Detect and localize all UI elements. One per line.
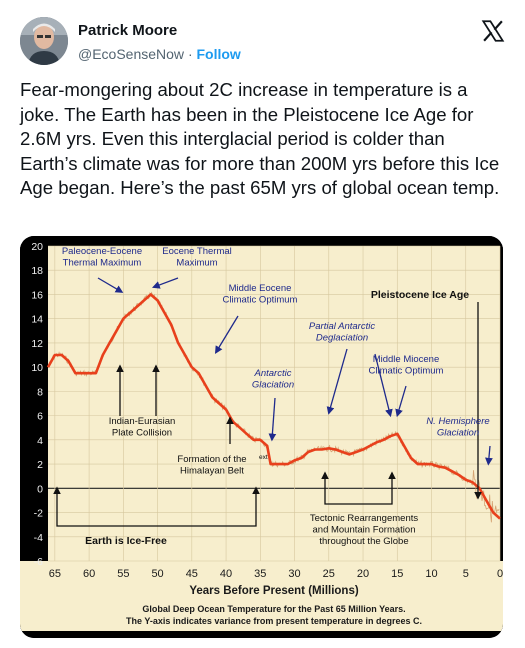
x-tick-label: 20 bbox=[357, 568, 369, 580]
tweet-text: Fear-mongering about 2C increase in temp… bbox=[20, 79, 500, 199]
annotation-text: Middle Miocene bbox=[373, 354, 440, 365]
avatar-photo-icon bbox=[20, 17, 68, 65]
x-tick-label: 55 bbox=[117, 568, 129, 580]
annotation-text: Partial Antarctic bbox=[309, 321, 375, 332]
x-tick-label: 50 bbox=[151, 568, 163, 580]
x-tick-label: 0 bbox=[497, 568, 503, 580]
annotation-text: and Mountain Formation bbox=[313, 525, 416, 536]
author-handle[interactable]: @EcoSenseNow bbox=[78, 46, 185, 62]
annotation-arrow bbox=[214, 315, 239, 354]
y-tick-label: -6 bbox=[34, 556, 43, 568]
y-tick-label: 2 bbox=[37, 459, 43, 471]
y-tick-label: 10 bbox=[31, 362, 43, 374]
annotation-text: Climatic Optimum bbox=[223, 295, 298, 306]
tweet-header: Patrick Moore @EcoSenseNow · Follow bbox=[20, 14, 510, 70]
annotation-arrow bbox=[326, 348, 348, 415]
author-name[interactable]: Patrick Moore bbox=[78, 22, 178, 39]
annotation-text: Thermal Maximum bbox=[63, 258, 142, 269]
follow-button[interactable]: Follow bbox=[196, 46, 241, 62]
x-tick-label: 40 bbox=[220, 568, 232, 580]
annotation-text: Eocene Thermal bbox=[162, 246, 232, 257]
y-tick-label: 12 bbox=[31, 338, 43, 350]
annotation-text: Deglaciation bbox=[316, 333, 368, 344]
y-tick-label: 18 bbox=[31, 265, 43, 277]
x-logo-icon[interactable] bbox=[480, 18, 506, 44]
y-tick-label: 8 bbox=[37, 386, 43, 398]
author-handle-line: @EcoSenseNow · Follow bbox=[78, 46, 241, 62]
y-tick-label: 0 bbox=[37, 483, 43, 495]
x-tick-label: 25 bbox=[323, 568, 335, 580]
chart-annotation-arrows bbox=[53, 277, 493, 527]
annotation-arrow bbox=[268, 397, 277, 442]
annotation-text: Indian-Eurasian bbox=[109, 416, 176, 427]
annotation-text: throughout the Globe bbox=[319, 536, 408, 547]
chart-series bbox=[46, 291, 501, 523]
x-tick-label: 5 bbox=[463, 568, 469, 580]
x-tick-label: 30 bbox=[288, 568, 300, 580]
annotation-text: Glaciation bbox=[437, 428, 479, 439]
annotation-text: Formation of the bbox=[177, 454, 246, 465]
annotation-text: Plate Collision bbox=[112, 428, 172, 439]
annotation-text: Climatic Optimum bbox=[369, 366, 444, 377]
annotation-arrow bbox=[395, 385, 407, 418]
y-tick-label: 20 bbox=[31, 241, 43, 253]
annotation-text: Paleocene-Eocene bbox=[62, 246, 142, 257]
separator-dot: · bbox=[187, 46, 193, 62]
annotation-arrow bbox=[485, 445, 493, 466]
tectonic-bracket bbox=[321, 471, 396, 505]
annotation-text: Pleistocene Ice Age bbox=[371, 289, 469, 301]
annotation-arrow bbox=[97, 277, 124, 293]
y-tick-label: -2 bbox=[34, 508, 43, 520]
y-tick-label: 16 bbox=[31, 289, 43, 301]
y-tick-label: 14 bbox=[31, 314, 43, 326]
x-tick-label: 15 bbox=[391, 568, 403, 580]
annotation-text: Maximum bbox=[176, 258, 217, 269]
chart-caption-line-1: Global Deep Ocean Temperature for the Pa… bbox=[142, 604, 405, 614]
annotation-text: ext bbox=[259, 454, 268, 461]
chart-caption-line-2: The Y-axis indicates variance from prese… bbox=[126, 616, 422, 626]
ice-free-bracket bbox=[53, 486, 260, 527]
annotation-text: Middle Eocene bbox=[229, 283, 292, 294]
x-tick-label: 45 bbox=[186, 568, 198, 580]
y-tick-label: 4 bbox=[37, 435, 43, 447]
x-tick-label: 10 bbox=[425, 568, 437, 580]
chart-xlabel: Years Before Present (Millions) bbox=[189, 585, 359, 597]
annotation-text: Glaciation bbox=[252, 380, 294, 391]
x-tick-label: 65 bbox=[49, 568, 61, 580]
series-line bbox=[46, 293, 501, 520]
y-tick-label: 6 bbox=[37, 411, 43, 423]
annotation-text: N. Hemisphere bbox=[426, 416, 489, 427]
chart-lower-panel bbox=[20, 561, 503, 631]
y-tick-label: -4 bbox=[34, 532, 43, 544]
x-tick-label: 60 bbox=[83, 568, 95, 580]
annotation-arrow bbox=[374, 353, 393, 418]
avatar[interactable] bbox=[20, 17, 68, 65]
annotation-text: Himalayan Belt bbox=[180, 466, 244, 477]
annotation-text: Antarctic bbox=[254, 368, 292, 379]
x-tick-label: 35 bbox=[254, 568, 266, 580]
tweet-media[interactable]: 20 18 16 14 12 10 8 6 4 2 0 -2 -4 -6 65 60 55 50 45 40 35 30 2… bbox=[20, 236, 503, 638]
annotation-text: Earth is Ice-Free bbox=[85, 535, 167, 547]
annotation-text: Tectonic Rearrangements bbox=[310, 513, 418, 524]
annotation-arrow bbox=[152, 277, 179, 289]
